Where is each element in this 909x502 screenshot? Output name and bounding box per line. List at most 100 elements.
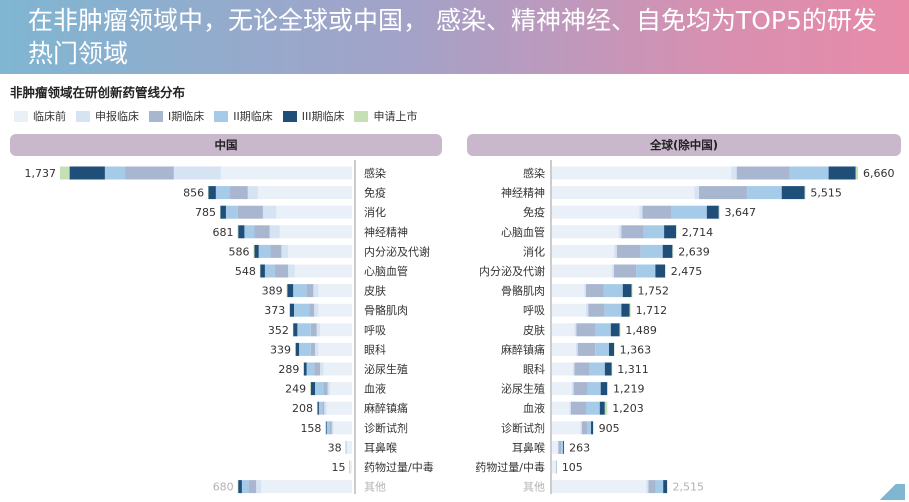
global-category-label: 耳鼻喉 — [512, 440, 545, 454]
global-bar-segment — [619, 323, 621, 337]
global-bar-segment — [552, 440, 558, 454]
global-bar-segment — [662, 244, 673, 258]
china-bar-segment — [295, 342, 296, 356]
china-bar-segment — [346, 440, 347, 454]
global-bar-segment — [642, 205, 671, 219]
legend-swatch — [149, 110, 163, 122]
china-bar-segment — [306, 284, 314, 298]
global-bar-segment — [587, 382, 601, 396]
global-bar-segment — [621, 303, 630, 317]
china-bar-segment — [264, 264, 275, 278]
china-category-label: 泌尿生殖 — [364, 362, 408, 376]
china-bar-segment — [326, 421, 330, 435]
china-bar-segment — [279, 225, 352, 239]
global-bar-segment — [706, 205, 719, 219]
global-bar-segment — [699, 186, 748, 200]
global-category-label: 免疫 — [523, 205, 545, 219]
global-bar-segment — [648, 480, 656, 494]
china-bar-segment — [288, 244, 352, 258]
global-category-label: 眼科 — [523, 362, 545, 376]
global-bar-segment — [591, 421, 594, 435]
china-panel-header: 中国 — [10, 134, 442, 156]
china-total-label: 208 — [292, 402, 313, 415]
china-bar-segment — [286, 284, 288, 298]
global-bar-segment — [552, 284, 585, 298]
global-bar-segment — [573, 382, 588, 396]
legend-item-preclinical: 临床前 — [14, 108, 66, 124]
china-bar-segment — [69, 166, 105, 180]
china-bar-segment — [323, 362, 352, 376]
china-bar-segment — [294, 264, 352, 278]
global-bar-segment — [574, 362, 590, 376]
global-bar-segment — [588, 303, 605, 317]
global-panel-header: 全球(除中国) — [467, 134, 901, 156]
china-bar-segment — [314, 303, 319, 317]
china-bar-segment — [310, 382, 316, 396]
china-bar-segment — [349, 460, 352, 474]
china-bar-segment — [330, 382, 352, 396]
china-bar-segment — [237, 205, 263, 219]
global-bar-segment — [828, 166, 856, 180]
china-bar-segment — [274, 264, 289, 278]
global-bar-segment — [804, 186, 806, 200]
china-bar-segment — [225, 205, 238, 219]
global-bar-segment — [558, 440, 562, 454]
china-bar-segment — [295, 342, 300, 356]
china-total-label: 158 — [300, 422, 321, 435]
china-bar-segment — [318, 401, 323, 415]
global-total-label: 105 — [562, 461, 583, 474]
china-bar-segment — [238, 480, 242, 494]
corner-decoration — [879, 484, 905, 500]
header-banner: 在非肿瘤领域中，无论全球或中国， 感染、精神神经、自免均为TOP5的研发热门领域 — [0, 0, 909, 74]
global-bar-segment — [604, 362, 612, 376]
legend-item-phase1: I期临床 — [149, 108, 204, 124]
global-category-label: 药物过量/中毒 — [475, 460, 545, 474]
global-bar-segment — [636, 264, 656, 278]
global-bar-segment — [665, 264, 666, 278]
global-category-label: 感染 — [523, 166, 545, 180]
global-bar-segment — [622, 284, 632, 298]
global-category-label: 骨骼肌肉 — [501, 284, 545, 298]
china-bar-segment — [289, 303, 294, 317]
china-bar-segment — [247, 186, 258, 200]
china-category-label: 眼科 — [364, 342, 386, 356]
china-bar-segment — [324, 401, 327, 415]
china-bar-segment — [256, 480, 262, 494]
china-category-label: 耳鼻喉 — [364, 440, 397, 454]
global-bar-segment — [607, 382, 609, 396]
legend-label: III期临床 — [301, 110, 345, 123]
global-bar-segment — [552, 342, 576, 356]
legend-swatch — [76, 110, 90, 122]
global-bar-segment — [575, 342, 578, 356]
legend: 临床前 申报临床 I期临床 II期临床 III期临床 申请上市 — [14, 109, 427, 123]
global-bar-segment — [631, 284, 633, 298]
global-bar-segment — [671, 205, 707, 219]
global-bar-segment — [604, 401, 608, 415]
global-category-label: 神经精神 — [501, 186, 545, 200]
global-bar-segment — [569, 401, 571, 415]
china-bar-segment — [254, 244, 259, 258]
global-total-label: 1,311 — [617, 363, 649, 376]
china-bar-segment — [314, 362, 321, 376]
china-bar-segment — [323, 382, 328, 396]
china-bar-segment — [326, 401, 352, 415]
china-total-label: 38 — [328, 441, 342, 454]
global-bar-segment — [855, 166, 858, 180]
china-bar-segment — [299, 342, 311, 356]
global-bar-segment — [747, 186, 782, 200]
legend-label: 申请上市 — [373, 110, 418, 123]
china-bar-segment — [237, 480, 239, 494]
china-bar-segment — [310, 323, 317, 337]
global-category-label: 麻醉镇痛 — [501, 342, 545, 356]
china-bar-segment — [261, 480, 352, 494]
legend-swatch — [282, 110, 297, 122]
china-bar-segment — [320, 362, 324, 376]
global-bar-segment — [676, 225, 677, 239]
global-bar-segment — [552, 166, 732, 180]
legend-swatch — [14, 110, 28, 122]
global-bar-segment — [655, 480, 664, 494]
china-bar-segment — [208, 186, 216, 200]
global-bar-segment — [552, 460, 556, 474]
global-bar-segment — [586, 401, 600, 415]
china-category-label: 感染 — [364, 166, 386, 180]
